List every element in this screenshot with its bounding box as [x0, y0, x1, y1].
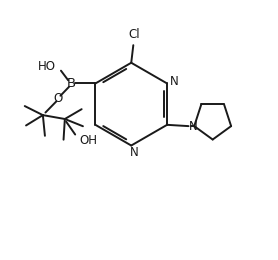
Text: Cl: Cl [128, 28, 140, 41]
Text: OH: OH [79, 134, 97, 147]
Text: N: N [170, 75, 178, 88]
Text: B: B [66, 77, 75, 90]
Text: N: N [188, 120, 197, 133]
Text: O: O [54, 92, 63, 105]
Text: HO: HO [38, 60, 56, 73]
Text: N: N [130, 146, 138, 159]
